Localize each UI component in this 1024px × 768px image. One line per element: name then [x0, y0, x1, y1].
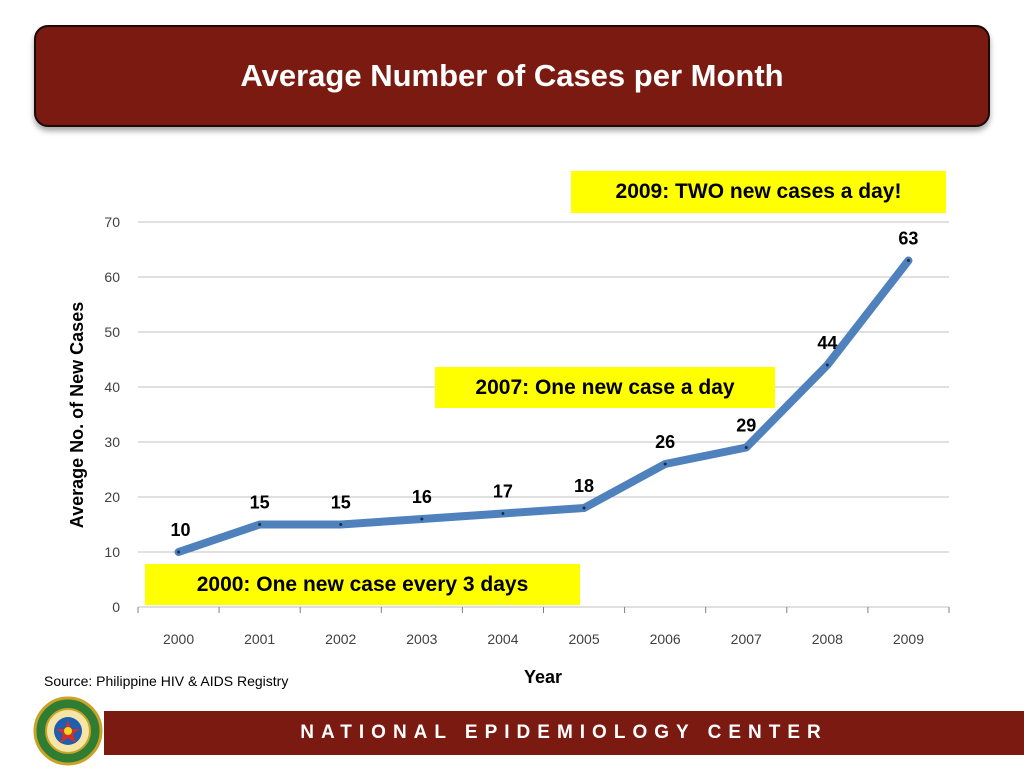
- x-tick-label: 2004: [487, 631, 518, 647]
- data-point: [582, 506, 586, 510]
- y-axis-title: Average No. of New Cases: [67, 302, 87, 528]
- data-point: [258, 523, 262, 526]
- y-tick-label: 20: [104, 489, 120, 505]
- data-point: [420, 517, 424, 521]
- y-tick-label: 0: [112, 599, 120, 615]
- data-label: 16: [412, 487, 432, 507]
- data-label: 18: [574, 476, 594, 496]
- y-tick-label: 60: [104, 269, 120, 285]
- department-of-health-seal-icon: [33, 696, 103, 766]
- source-note: Source: Philippine HIV & AIDS Registry: [44, 673, 289, 689]
- title-banner: Average Number of Cases per Month: [34, 25, 990, 127]
- footer-title: NATIONAL EPIDEMIOLOGY CENTER: [300, 722, 828, 743]
- x-tick-label: 2007: [731, 631, 762, 647]
- page-title: Average Number of Cases per Month: [240, 58, 784, 93]
- callout-2007: 2007: One new case a day: [435, 367, 775, 408]
- x-tick-label: 2009: [893, 631, 924, 647]
- x-tick-label: 2002: [325, 631, 356, 647]
- data-point: [906, 259, 910, 262]
- y-tick-label: 50: [104, 324, 120, 340]
- y-tick-label: 10: [104, 544, 120, 560]
- x-tick-label: 2008: [812, 631, 843, 647]
- data-point: [825, 363, 829, 367]
- y-tick-label: 30: [104, 434, 120, 450]
- series-line: [174, 256, 913, 556]
- data-label: 17: [493, 482, 513, 502]
- data-label: 15: [250, 493, 270, 513]
- data-point: [177, 550, 181, 554]
- data-point: [501, 512, 505, 515]
- x-tick-label: 2000: [163, 631, 194, 647]
- data-point: [744, 446, 748, 449]
- callout-2000: 2000: One new case every 3 days: [145, 564, 580, 605]
- y-tick-label: 40: [104, 379, 120, 395]
- data-label: 29: [736, 416, 756, 436]
- y-tick-label: 70: [104, 214, 120, 230]
- x-tick-label: 2003: [406, 631, 437, 647]
- data-label: 44: [817, 333, 837, 353]
- data-point: [339, 523, 343, 526]
- footer-bar: [0, 711, 1024, 755]
- data-label: 26: [655, 432, 675, 452]
- x-tick-label: 2006: [650, 631, 681, 647]
- data-point: [663, 462, 667, 466]
- x-axis-title: Year: [524, 667, 562, 687]
- x-tick-label: 2005: [568, 631, 599, 647]
- data-label: 63: [898, 229, 918, 249]
- line-chart: 0 10 20 30 40 50 60 70 2000 2001 2002 2003 2004 2005 2…: [67, 214, 950, 687]
- x-tick-label: 2001: [244, 631, 275, 647]
- callout-2009: 2009: TWO new cases a day!: [571, 171, 946, 213]
- data-label: 10: [171, 520, 191, 540]
- data-label: 15: [331, 493, 351, 513]
